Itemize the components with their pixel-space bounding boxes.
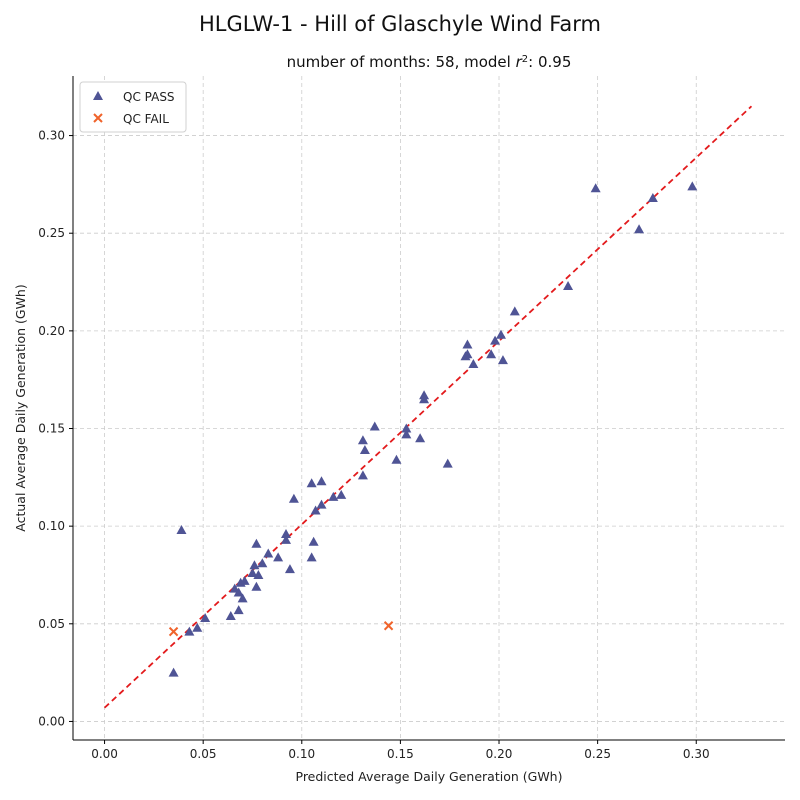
qc-pass-point — [251, 538, 262, 548]
qc-pass-point — [357, 470, 368, 480]
qc-pass-point — [225, 610, 236, 620]
x-tick-label: 0.20 — [486, 747, 513, 761]
qc-pass-point — [247, 568, 258, 578]
qc-pass-point — [273, 552, 284, 562]
qc-pass-point — [357, 435, 368, 445]
qc-pass-point — [462, 349, 473, 359]
qc-pass-point — [687, 181, 698, 191]
qc-pass-point — [490, 335, 501, 345]
qc-pass-point — [359, 444, 370, 454]
grid-lines — [73, 76, 785, 740]
qc-pass-point — [281, 534, 292, 544]
y-tick-label: 0.05 — [38, 617, 65, 631]
qc-pass-point — [284, 564, 295, 574]
qc-pass-point — [233, 605, 244, 615]
y-tick-label: 0.15 — [38, 422, 65, 436]
qc-pass-point — [442, 458, 453, 468]
y-tick-label: 0.25 — [38, 226, 65, 240]
x-tick-label: 0.10 — [288, 747, 315, 761]
qc-pass-point — [391, 454, 402, 464]
qc-pass-point — [328, 491, 339, 501]
qc-pass-point — [257, 558, 268, 568]
subtitle-sup: 2 — [522, 54, 528, 65]
x-tick-label: 0.30 — [683, 747, 710, 761]
y-axis-label: Actual Average Daily Generation (GWh) — [13, 284, 28, 531]
qc-pass-point — [563, 280, 574, 290]
x-axis-ticks: 0.00 0.05 0.10 0.15 0.20 0.25 0.30 — [91, 740, 710, 761]
qc-pass-point — [647, 193, 658, 203]
x-tick-label: 0.25 — [584, 747, 611, 761]
qc-pass-point — [316, 499, 327, 509]
y-tick-label: 0.00 — [38, 714, 65, 728]
qc-pass-point — [495, 329, 506, 339]
subtitle-r: r — [516, 53, 523, 71]
qc-pass-point — [233, 587, 244, 597]
subtitle-prefix: number of months: 58, model — [287, 53, 516, 71]
qc-pass-point — [316, 476, 327, 486]
qc-pass-point — [249, 560, 260, 570]
qc-pass-point — [306, 478, 317, 488]
qc-pass-point — [509, 306, 520, 316]
qc-pass-point — [263, 548, 274, 558]
qc-pass-point — [237, 593, 248, 603]
legend: QC PASS QC FAIL — [79, 81, 187, 133]
x-tick-label: 0.05 — [190, 747, 217, 761]
qc-pass-point — [401, 429, 412, 439]
fit-line — [103, 105, 753, 709]
qc-pass-point — [251, 581, 262, 591]
qc-pass-point — [192, 622, 203, 632]
y-tick-label: 0.30 — [38, 129, 65, 143]
x-tick-label: 0.00 — [91, 747, 118, 761]
qc-pass-point — [590, 183, 601, 193]
qc-pass-point — [415, 433, 426, 443]
legend-fail-marker — [93, 113, 103, 123]
qc-pass-point — [308, 536, 319, 546]
qc-pass-point — [634, 224, 645, 234]
qc-pass-point — [468, 359, 479, 369]
qc-fail-point — [383, 621, 394, 631]
qc-pass-point — [401, 423, 412, 433]
qc-pass-point — [168, 667, 179, 677]
qc-pass-point — [462, 339, 473, 349]
qc-pass-point — [310, 505, 321, 515]
legend-box — [79, 81, 187, 133]
qc-pass-point — [306, 552, 317, 562]
qc-pass-point — [200, 612, 211, 622]
chart-subtitle: number of months: 58, model r2: 0.95 — [287, 53, 572, 71]
y-tick-label: 0.10 — [38, 519, 65, 533]
qc-pass-point — [336, 489, 347, 499]
legend-pass-label: QC PASS — [123, 90, 175, 104]
x-tick-label: 0.15 — [387, 747, 414, 761]
qc-pass-point — [486, 349, 497, 359]
legend-pass-marker — [93, 91, 103, 100]
qc-pass-point — [239, 575, 250, 585]
qc-pass-point — [288, 493, 299, 503]
subtitle-suffix: : 0.95 — [528, 53, 571, 71]
qc-pass-point — [176, 525, 187, 535]
chart-title: HLGLW-1 - Hill of Glaschyle Wind Farm — [199, 12, 601, 36]
qc-pass-point — [369, 421, 380, 431]
y-tick-label: 0.20 — [38, 324, 65, 338]
legend-fail-label: QC FAIL — [123, 112, 169, 126]
qc-pass-point — [281, 528, 292, 538]
data-points — [168, 181, 698, 677]
qc-fail-point — [168, 626, 179, 637]
qc-pass-point — [184, 626, 195, 636]
qc-pass-point — [497, 355, 508, 365]
qc-pass-point — [253, 569, 264, 579]
y-axis-ticks: 0.00 0.05 0.10 0.15 0.20 0.25 0.30 — [38, 129, 73, 728]
x-axis-label: Predicted Average Daily Generation (GWh) — [296, 769, 563, 784]
qc-pass-point — [419, 390, 430, 400]
